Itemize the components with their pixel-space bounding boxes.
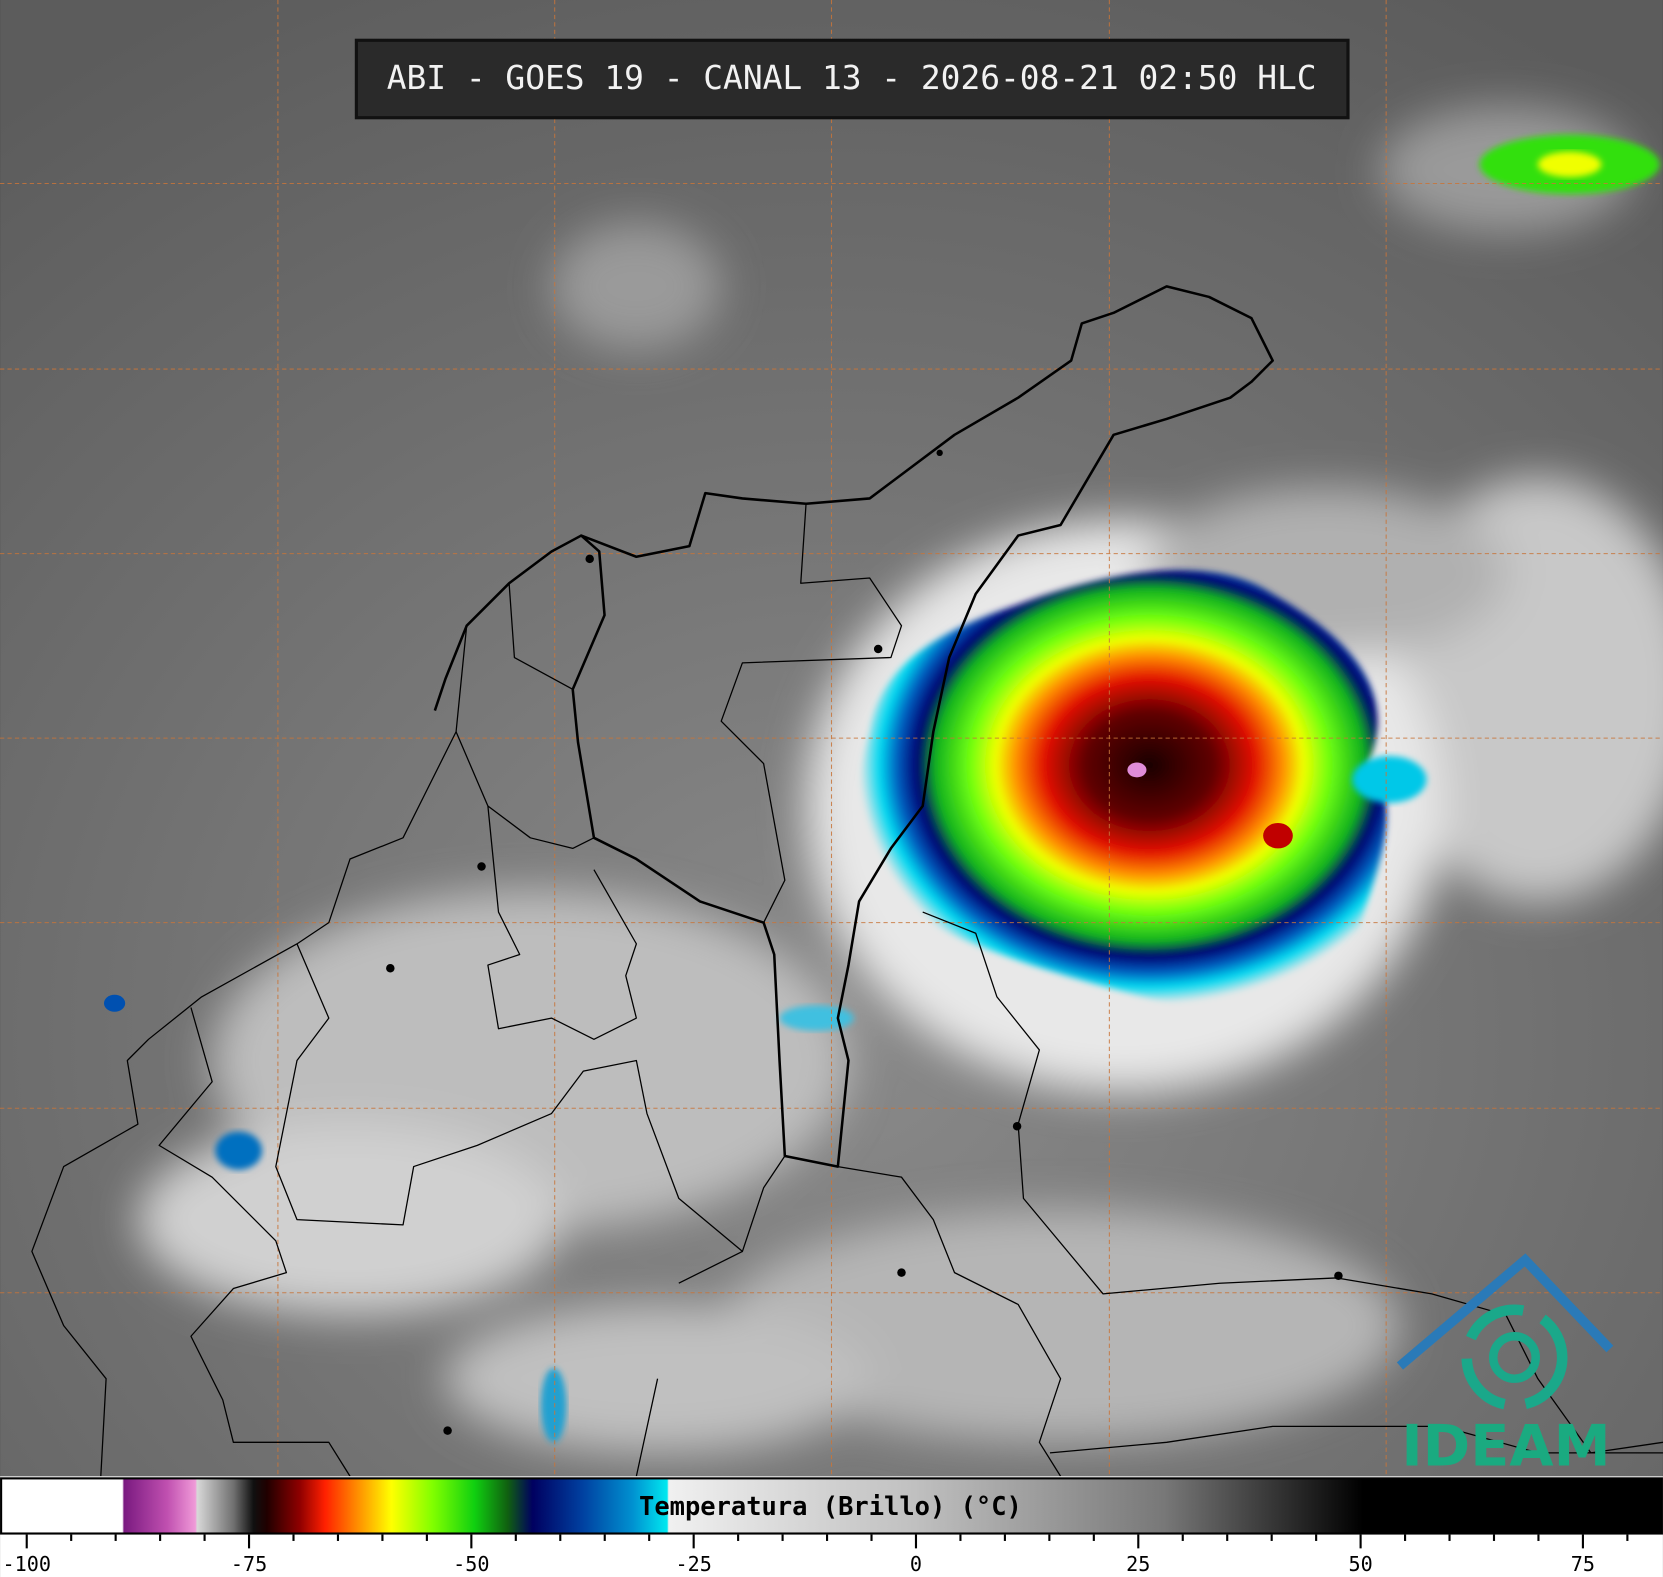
storm-cell [103,134,1660,1443]
tick-label: 50 [1348,1552,1372,1576]
title-box: ABI - GOES 19 - CANAL 13 - 2026-08-21 02… [354,38,1350,120]
tick-label: 0 [910,1552,922,1576]
tick-label: -25 [675,1552,711,1576]
tick-label: -100 [2,1552,50,1576]
colorbar-label: Temperatura (Brillo) (°C) [639,1492,1022,1522]
tick-label: -75 [231,1552,267,1576]
colorbar [0,1477,1663,1535]
tick-label: 25 [1126,1552,1150,1576]
boundaries [31,285,1663,1477]
colorbar-ticks: -100 -75 -50 -25 0 25 50 75 [2,1534,1629,1576]
tick-label: -50 [453,1552,489,1576]
tick-label: 75 [1571,1552,1595,1576]
graticule [0,0,1663,1477]
cities [386,449,1343,1435]
ideam-logo: IDEAM [1396,1253,1614,1480]
title: ABI - GOES 19 - CANAL 13 - 2026-08-21 02… [387,58,1317,97]
logo-text: IDEAM [1401,1413,1610,1480]
